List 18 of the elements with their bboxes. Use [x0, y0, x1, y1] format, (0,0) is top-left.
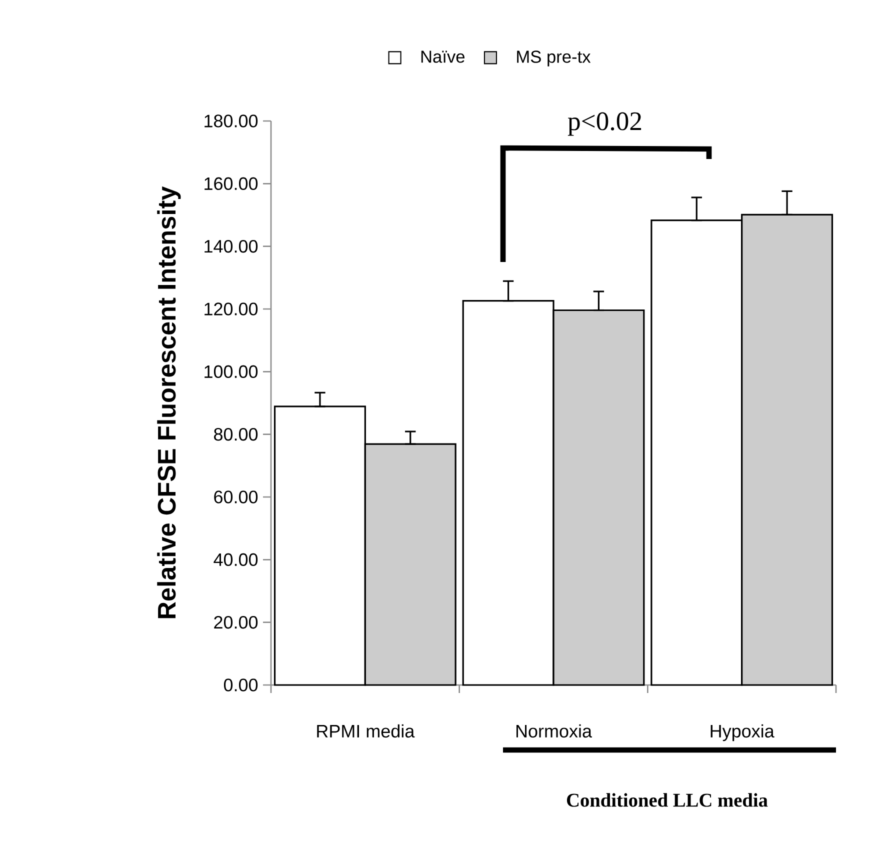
- y-tick-label: 20.00: [214, 616, 258, 629]
- y-tick-label: 160.00: [204, 177, 258, 190]
- y-tick-label: 60.00: [214, 490, 258, 504]
- annotation: p<0.02: [568, 112, 642, 136]
- y-tick-label: 40.00: [214, 553, 258, 566]
- x-tick-label: Hypoxia: [710, 724, 774, 742]
- y-tick-label: 80.00: [214, 428, 258, 441]
- y-tick-label: 140.00: [204, 240, 258, 253]
- y-tick-label: 0.00: [224, 678, 258, 692]
- y-tick-label: 180.00: [204, 114, 258, 128]
- text: Conditioned LLC media: [566, 793, 768, 807]
- x-tick-label: Normoxia: [516, 724, 592, 738]
- x-tick-label: RPMI media: [317, 724, 415, 738]
- y-tick-label: 120.00: [204, 302, 258, 316]
- legend-label: MS pre-tx: [517, 50, 591, 66]
- y-axis-title: Relative CFSE Fluorescent Intensity: [157, 186, 181, 618]
- legend-label: Naïve: [421, 50, 464, 63]
- y-tick-label: 100.00: [204, 365, 258, 378]
